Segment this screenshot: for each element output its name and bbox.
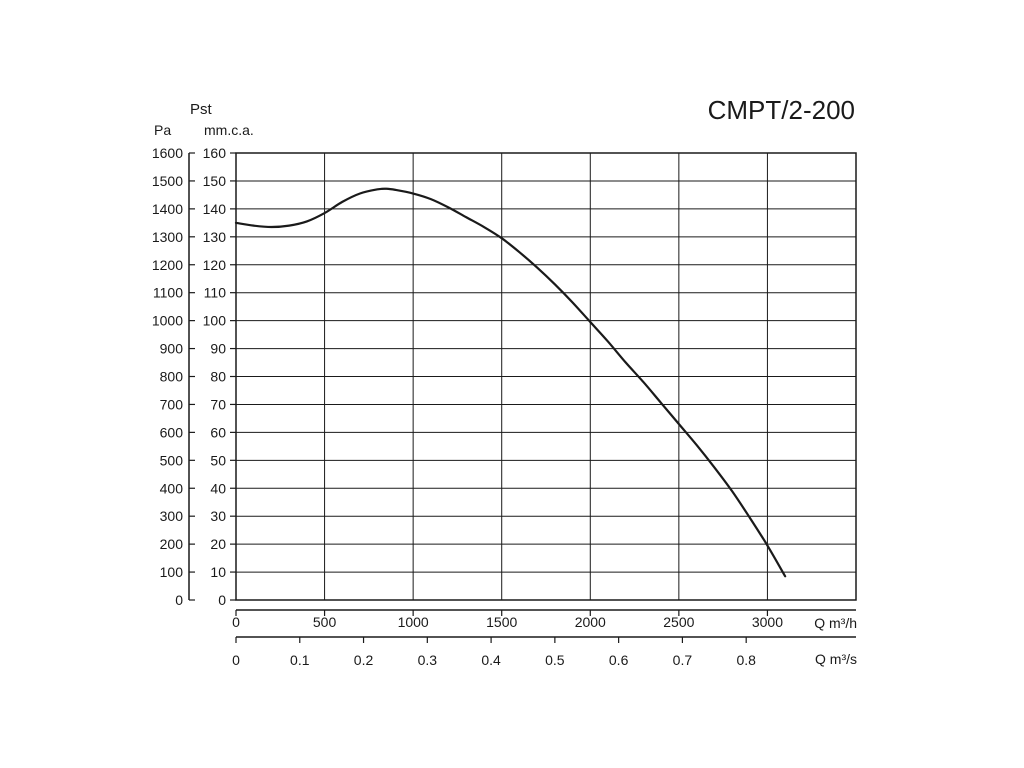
y-right-tick-label: 70 (210, 396, 226, 412)
y-left-tick-label: 1100 (153, 285, 183, 301)
y-right-tick-label: 0 (218, 592, 226, 608)
chart-title: CMPT/2-200 (708, 95, 855, 125)
y-right-tick-label: 40 (210, 480, 226, 496)
y-right-tick-label: 50 (210, 452, 226, 468)
performance-curve (234, 187, 787, 578)
y-right-tick-label: 130 (203, 229, 227, 245)
x-top-tick-label: 2500 (663, 614, 694, 630)
y-right-tick-label: 10 (210, 564, 226, 580)
y-left-tick-label: 0 (175, 592, 183, 608)
y-right-tick-label: 160 (203, 145, 227, 161)
x-bottom-tick-label: 0.4 (481, 652, 501, 668)
y-axis-title: Pst (190, 101, 213, 118)
y-left-unit: Pa (154, 122, 171, 138)
y-left-tick-label: 600 (160, 424, 184, 440)
x-top-tick-label: 2000 (575, 614, 606, 630)
y-left-tick-label: 500 (160, 452, 184, 468)
labels: 0 10 20 30 40 50 60 70 80 90 100 110 120 130 140 150 160… (152, 145, 783, 668)
y-left-tick-label: 300 (160, 508, 184, 524)
y-right-tick-label: 120 (203, 257, 227, 273)
y-right-tick-label: 30 (210, 508, 226, 524)
y-right-tick-label: 140 (203, 201, 227, 217)
y-right-unit: mm.c.a. (204, 122, 254, 138)
x-top-tick-label: 3000 (752, 614, 783, 630)
y-left-tick-label: 1500 (152, 173, 183, 189)
y-right-tick-label: 90 (210, 341, 226, 357)
grid (235, 152, 856, 601)
x-bottom-tick-label: 0.3 (418, 652, 438, 668)
x-bottom-tick-label: 0.7 (673, 652, 693, 668)
y-left-tick-label: 900 (160, 341, 184, 357)
y-right-tick-label: 20 (210, 536, 226, 552)
x-top-tick-label: 1500 (486, 614, 517, 630)
y-left-tick-label: 200 (160, 536, 184, 552)
y-left-tick-label: 100 (160, 564, 184, 580)
y-left-tick-label: 400 (160, 480, 184, 496)
y-left-tick-label: 700 (160, 396, 184, 412)
x-bottom-unit: Q m³/s (815, 651, 857, 667)
y-right-tick-label: 150 (203, 173, 227, 189)
x-bottom-tick-label: 0.2 (354, 652, 374, 668)
x-top-tick-label: 0 (232, 614, 240, 630)
x-bottom-tick-label: 0.6 (609, 652, 629, 668)
x-bottom-tick-label: 0 (232, 652, 240, 668)
y-left-tick-label: 1000 (152, 313, 183, 329)
y-right-tick-label: 80 (210, 369, 226, 385)
x-top-tick-label: 1000 (398, 614, 429, 630)
y-left-tick-label: 1600 (152, 145, 183, 161)
curve-layer (234, 187, 787, 578)
axes (188, 152, 857, 643)
y-right-tick-label: 60 (210, 424, 226, 440)
y-left-tick-label: 1400 (152, 201, 183, 217)
x-top-unit: Q m³/h (814, 615, 857, 631)
y-left-tick-label: 1200 (152, 257, 183, 273)
y-left-tick-label: 800 (160, 369, 184, 385)
y-left-tick-label: 1300 (152, 229, 183, 245)
y-right-tick-label: 100 (203, 313, 227, 329)
x-bottom-tick-label: 0.1 (290, 652, 310, 668)
x-bottom-tick-label: 0.5 (545, 652, 565, 668)
x-top-tick-label: 500 (313, 614, 337, 630)
x-bottom-tick-label: 0.8 (736, 652, 756, 668)
y-right-tick-label: 110 (204, 285, 227, 301)
